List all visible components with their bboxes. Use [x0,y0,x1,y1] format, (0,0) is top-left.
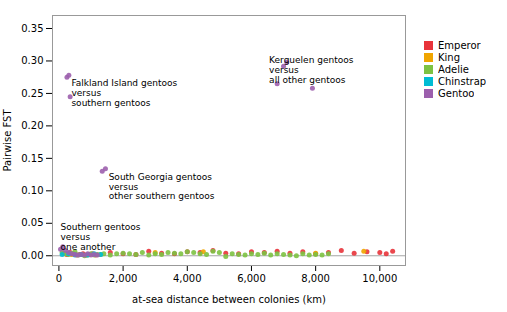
svg-text:at-sea distance between coloni: at-sea distance between colonies (km) [132,294,326,305]
svg-text:South Georgia gentoosversusoth: South Georgia gentoosversusother souther… [109,172,215,202]
svg-text:0.25: 0.25 [21,88,43,99]
svg-text:0.15: 0.15 [21,153,43,164]
svg-text:2,000: 2,000 [109,273,138,284]
svg-text:6,000: 6,000 [237,273,266,284]
svg-text:0.00: 0.00 [21,250,43,261]
svg-text:8,000: 8,000 [301,273,330,284]
html-text:Chinstrap: Chinstrap [438,76,487,87]
svg-text:Falkland Island gentoosversuss: Falkland Island gentoosversussouthern ge… [71,78,177,108]
svg-text:10,000: 10,000 [362,273,397,284]
html-text:Adelie: Adelie [438,64,469,75]
svg-text:0.20: 0.20 [21,120,43,131]
svg-text:Pairwise FST: Pairwise FST [2,109,13,172]
svg-text:0.30: 0.30 [21,55,43,66]
svg-text:0: 0 [56,273,62,284]
svg-text:Southern gentoosversusone anot: Southern gentoosversusone another [61,222,141,252]
html-text:Emperor: Emperor [438,40,481,51]
svg-text:0.35: 0.35 [21,23,43,34]
html-text:Gentoo: Gentoo [438,88,475,99]
svg-text:4,000: 4,000 [173,273,202,284]
html-text:King: King [438,52,460,63]
svg-text:Kerguelen gentoosversusall oth: Kerguelen gentoosversusall other gentoos [269,55,354,85]
svg-text:0.10: 0.10 [21,185,43,196]
svg-text:0.05: 0.05 [21,217,43,228]
